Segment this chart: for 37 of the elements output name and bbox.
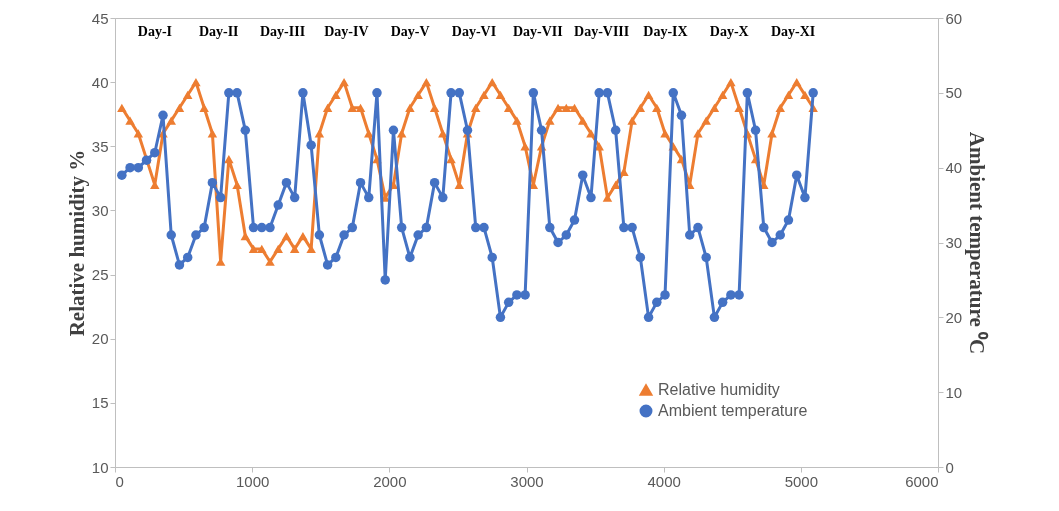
x-tick-label: 2000 — [373, 472, 407, 490]
y2-tick-label: 50 — [945, 84, 963, 102]
y2-tick-label: 0 — [945, 458, 954, 476]
x-tick-label: 6000 — [905, 472, 939, 490]
x-tick-label: 3000 — [510, 472, 544, 490]
y-tick-label: 10 — [91, 458, 109, 476]
y2-tick-label: 30 — [945, 234, 963, 251]
legend-label: Relative humidity — [658, 381, 780, 398]
y-tick-label: 40 — [91, 73, 109, 91]
y2-tick-label: 20 — [945, 308, 963, 326]
y2-tick-label: 40 — [945, 159, 963, 177]
y-tick-label: 35 — [91, 137, 109, 155]
annotation: Day-IX — [643, 24, 688, 39]
y-tick-label: 30 — [91, 201, 109, 219]
annotation: Day-VI — [451, 24, 497, 39]
y-tick-label: 20 — [91, 330, 109, 348]
annotation: Day-III — [259, 24, 306, 39]
annotation: Day-V — [390, 24, 430, 39]
y2-tick-label: 60 — [945, 9, 963, 27]
legend-label: Ambient temperature — [658, 402, 808, 419]
y-axis-title: Relative humidity % — [64, 149, 89, 337]
x-tick-label: 0 — [115, 472, 124, 490]
y2-tick-label: 10 — [945, 383, 963, 401]
annotation: Day-XI — [770, 24, 816, 39]
annotation: Day-VIII — [574, 24, 630, 39]
x-tick-label: 5000 — [784, 472, 819, 490]
y2-axis-title: Ambient temperature ⁰C — [965, 131, 990, 355]
x-tick-label: 1000 — [235, 472, 270, 490]
y-tick-label: 45 — [91, 9, 109, 27]
annotation: Day-VII — [512, 24, 563, 39]
x-tick-label: 4000 — [647, 472, 681, 490]
annotation: Day-X — [709, 24, 749, 39]
annotation: Day-IV — [324, 24, 369, 39]
annotation: Day-II — [198, 24, 239, 39]
annotation: Day-I — [137, 24, 173, 39]
y-tick-label: 25 — [91, 266, 109, 284]
y-tick-label: 15 — [91, 394, 109, 412]
